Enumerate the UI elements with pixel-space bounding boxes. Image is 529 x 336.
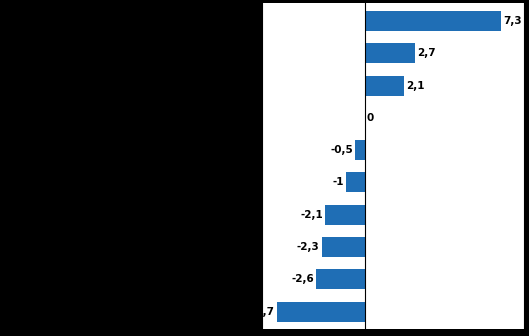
Text: 0: 0	[367, 113, 374, 123]
Bar	[325, 205, 364, 225]
Text: -0,5: -0,5	[331, 145, 353, 155]
Bar	[316, 269, 364, 289]
Text: -1: -1	[332, 177, 344, 187]
Text: -2,6: -2,6	[291, 274, 314, 284]
Bar	[364, 11, 501, 31]
Bar	[364, 43, 415, 64]
Text: -2,3: -2,3	[297, 242, 320, 252]
Text: -2,1: -2,1	[300, 210, 323, 220]
Bar	[277, 301, 364, 322]
Text: 2,7: 2,7	[417, 48, 436, 58]
Bar	[322, 237, 364, 257]
Bar	[364, 76, 404, 96]
Text: 2,1: 2,1	[406, 81, 425, 91]
Text: 7,3: 7,3	[504, 16, 522, 26]
Text: -4,7: -4,7	[252, 306, 275, 317]
Bar	[355, 140, 364, 160]
Bar	[346, 172, 364, 193]
